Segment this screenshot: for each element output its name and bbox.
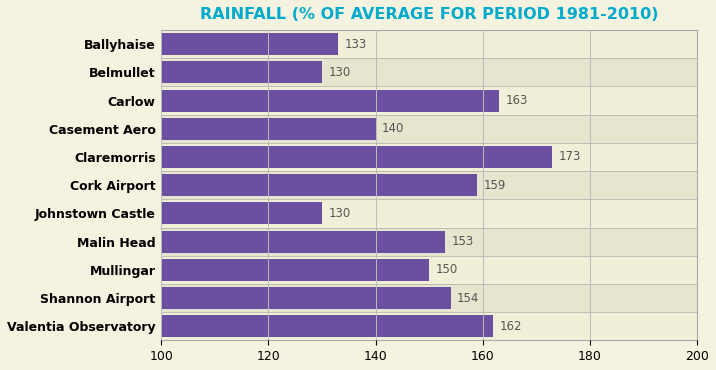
Title: RAINFALL (% OF AVERAGE FOR PERIOD 1981-2010): RAINFALL (% OF AVERAGE FOR PERIOD 1981-2…	[200, 7, 659, 22]
Bar	[161, 174, 478, 196]
Bar	[161, 143, 697, 171]
Bar	[161, 287, 450, 309]
Bar	[161, 115, 697, 143]
Text: 153: 153	[452, 235, 474, 248]
Bar	[161, 33, 338, 55]
Bar	[161, 90, 499, 112]
Text: 159: 159	[484, 179, 506, 192]
Bar	[161, 231, 445, 253]
Bar	[161, 87, 697, 115]
Bar	[161, 58, 697, 87]
Bar	[161, 61, 322, 83]
Bar	[161, 256, 697, 284]
Bar	[161, 284, 697, 312]
Bar	[161, 202, 322, 224]
Text: 140: 140	[382, 122, 405, 135]
Bar	[161, 171, 697, 199]
Bar	[161, 315, 493, 337]
Bar	[161, 259, 429, 281]
Bar	[161, 30, 697, 58]
Text: 173: 173	[558, 151, 581, 164]
Text: 162: 162	[500, 320, 523, 333]
Text: 130: 130	[329, 66, 351, 79]
Bar	[161, 312, 697, 340]
Bar	[161, 118, 375, 140]
Text: 130: 130	[329, 207, 351, 220]
Bar	[161, 146, 553, 168]
Bar	[161, 199, 697, 228]
Text: 150: 150	[435, 263, 458, 276]
Text: 133: 133	[344, 38, 367, 51]
Text: 154: 154	[457, 292, 480, 305]
Bar	[161, 228, 697, 256]
Text: 163: 163	[505, 94, 528, 107]
